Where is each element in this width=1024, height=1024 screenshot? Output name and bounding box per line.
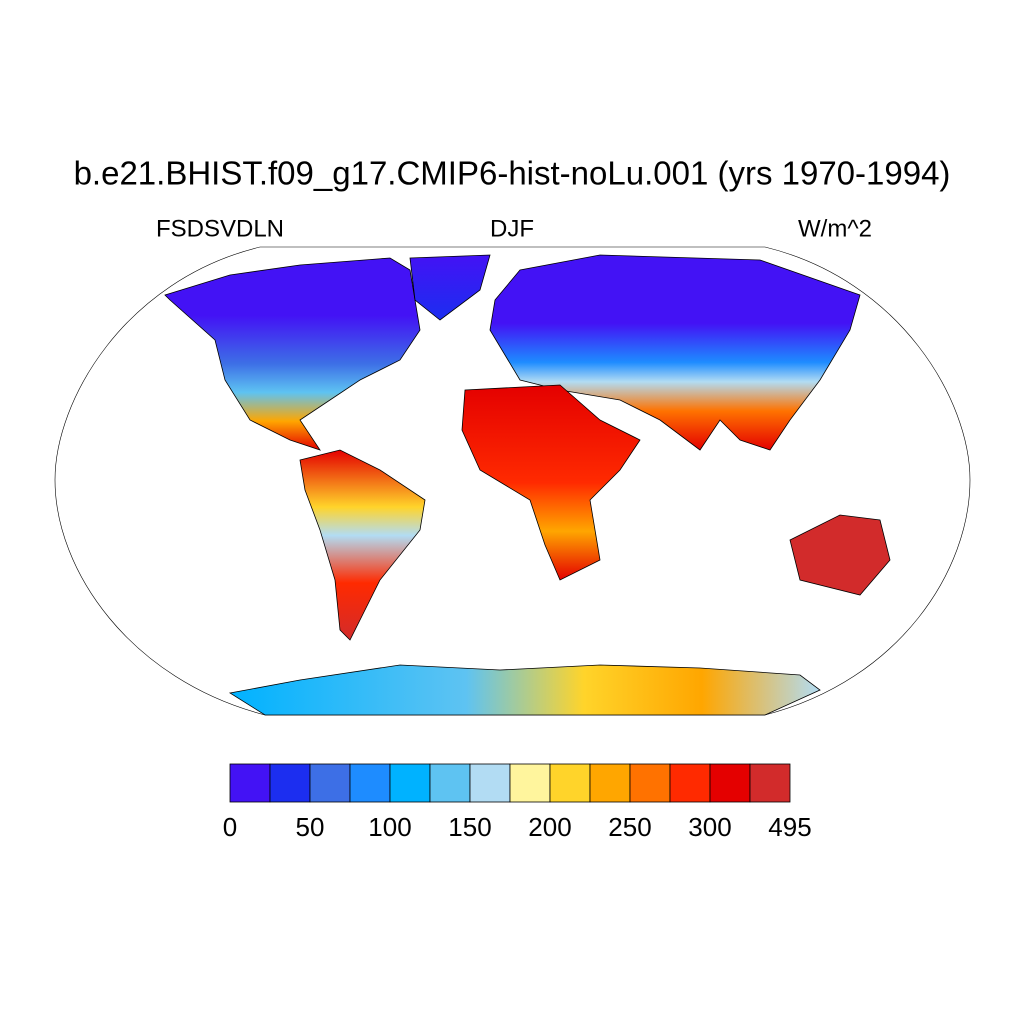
colorbar-box (589, 763, 631, 803)
colorbar-label: 300 (688, 812, 731, 842)
subtitle-right: W/m^2 (798, 215, 872, 242)
colorbar-label: 495 (768, 812, 811, 842)
colorbar-box (349, 763, 391, 803)
colorbar-box (429, 763, 471, 803)
africa (461, 384, 641, 581)
colorbar-label: 150 (448, 812, 491, 842)
colorbar-box (229, 763, 271, 803)
colorbar-box (469, 763, 511, 803)
greenland (409, 254, 491, 321)
subtitle-left: FSDSVDLN (156, 215, 284, 242)
north-america (164, 257, 421, 451)
colorbar-label: 250 (608, 812, 651, 842)
colorbar-label: 100 (368, 812, 411, 842)
colorbar-box (509, 763, 551, 803)
antarctica (228, 664, 821, 716)
colorbar-box (389, 763, 431, 803)
subtitle-center: DJF (490, 215, 534, 242)
colorbar-box (549, 763, 591, 803)
colorbar-box (269, 763, 311, 803)
colorbar-label: 50 (296, 812, 325, 842)
colorbar-box (709, 763, 751, 803)
colorbar-box (749, 763, 791, 803)
colorbar: 0 50 100 150 200 250 300 495 (223, 763, 812, 842)
colorbar-label: 0 (223, 812, 237, 842)
colorbar-box (309, 763, 351, 803)
colorbar-box (669, 763, 711, 803)
title: b.e21.BHIST.f09_g17.CMIP6-hist-noLu.001 … (74, 155, 951, 192)
colorbar-label: 200 (528, 812, 571, 842)
map (54, 246, 971, 716)
colorbar-box (629, 763, 671, 803)
australia (789, 514, 891, 596)
south-america (299, 449, 426, 641)
